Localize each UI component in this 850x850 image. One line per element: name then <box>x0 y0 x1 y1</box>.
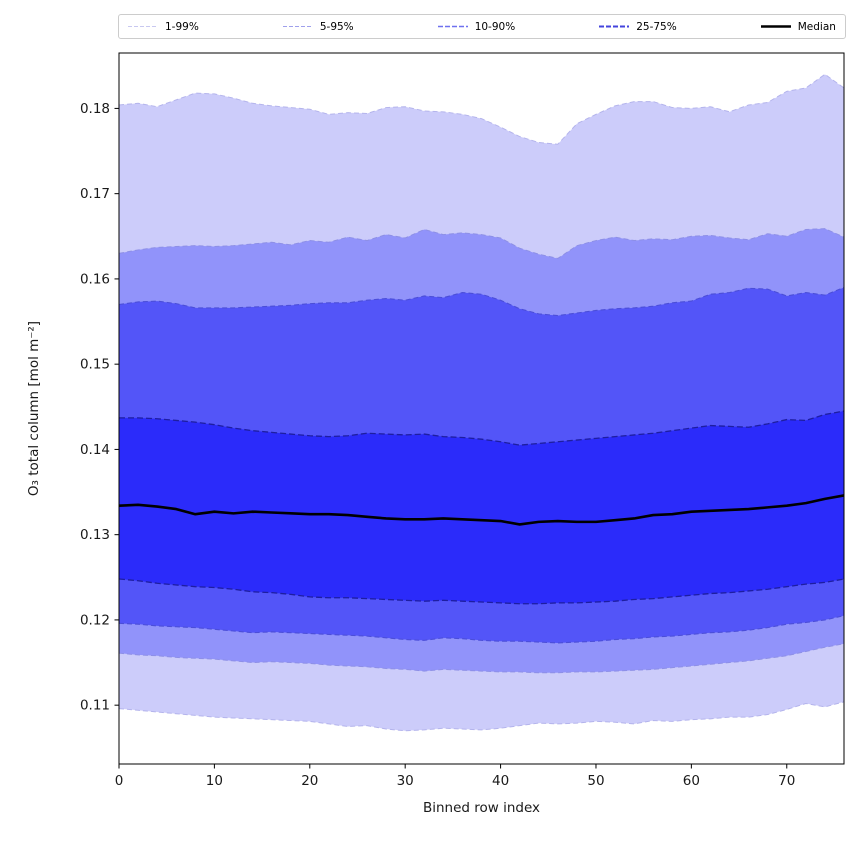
x-tick-label: 10 <box>206 773 223 789</box>
y-tick-label: 0.17 <box>80 186 110 202</box>
legend-label: 5-95% <box>319 20 354 33</box>
median-line <box>118 494 845 526</box>
legend-line-sample-icon <box>760 25 791 28</box>
percentile-line-p90 <box>118 286 845 317</box>
y-tick-label: 0.11 <box>80 698 110 714</box>
x-tick-label: 70 <box>778 773 795 789</box>
x-tick-label: 0 <box>115 773 124 789</box>
y-tick-label: 0.14 <box>80 442 110 458</box>
y-tick-label: 0.18 <box>80 101 110 117</box>
y-tick-label: 0.12 <box>80 612 110 628</box>
legend-entry-1-99-: 1-99% <box>128 21 199 33</box>
legend-line-sample-icon <box>599 25 630 28</box>
y-tick-label: 0.15 <box>80 357 110 373</box>
percentile-line-p1 <box>118 701 845 732</box>
axes-spines <box>118 52 845 765</box>
y-tick-label: 0.16 <box>80 271 110 287</box>
percentile-line-p5 <box>118 643 845 674</box>
legend-entry-25-75-: 25-75% <box>599 21 677 33</box>
legend-line-sample-icon <box>282 25 313 28</box>
legend-entry-5-95-: 5-95% <box>282 20 354 33</box>
legend-line-sample-icon <box>437 25 468 28</box>
legend-label: 1-99% <box>165 20 199 33</box>
legend-label: Median <box>797 20 836 33</box>
band-fill-25-75% <box>119 411 844 604</box>
legend-entry-median: Median <box>760 20 836 33</box>
legend-line-sample-icon <box>128 25 158 28</box>
legend: 1-99% 5-95% 10-90% 25-75% Median <box>118 14 846 39</box>
legend-label: 10-90% <box>474 20 516 33</box>
percentile-line-p25 <box>118 578 845 605</box>
x-tick-label: 60 <box>683 773 700 789</box>
x-axis-label: Binned row index <box>423 800 540 816</box>
legend-entry-10-90-: 10-90% <box>437 20 516 33</box>
percentile-line-p99 <box>118 73 845 145</box>
percentile-line-p95 <box>118 228 845 259</box>
y-axis-label: O₃ total column [mol m⁻²] <box>26 321 42 496</box>
x-tick-label: 20 <box>301 773 318 789</box>
legend-label: 25-75% <box>636 20 677 33</box>
percentile-line-p10 <box>118 615 845 644</box>
y-tick-label: 0.13 <box>80 527 110 543</box>
x-tick-label: 40 <box>492 773 509 789</box>
x-tick-label: 30 <box>397 773 414 789</box>
x-tick-label: 50 <box>587 773 604 789</box>
percentile-line-p75 <box>119 410 845 446</box>
